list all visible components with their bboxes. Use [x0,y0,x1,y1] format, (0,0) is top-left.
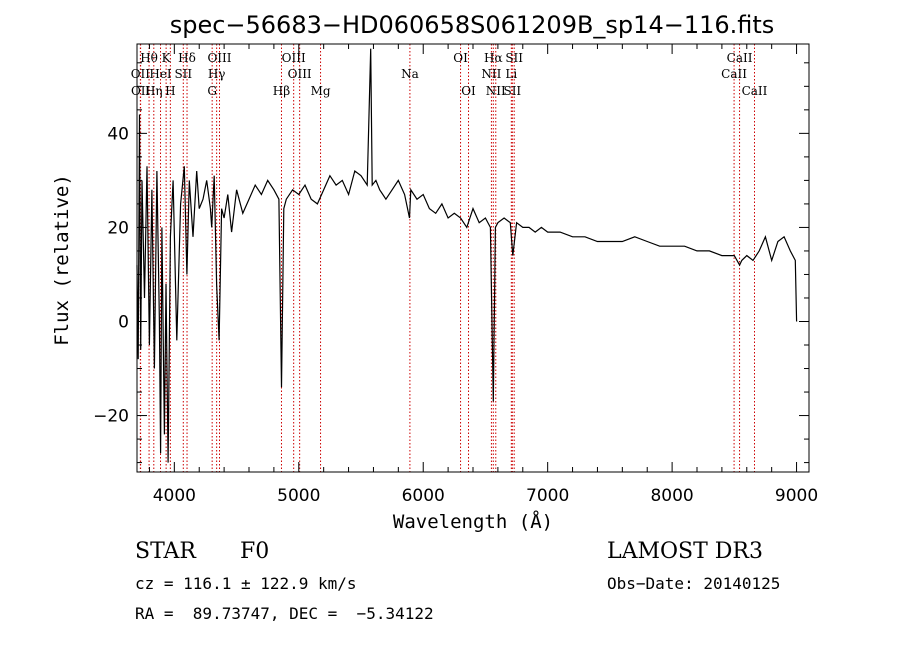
y-tick-label: −20 [93,407,129,427]
object-class: STAR [135,539,196,564]
line-label-lines_low-9: CaII [742,84,768,98]
x-axis-ticks: 4000 5000 6000 7000 8000 9000 [148,44,818,506]
line-label-lines_low-6: OI [461,84,476,98]
line-label-lines_top-7: SII [505,51,523,65]
spectral-line-markers [139,44,755,472]
sky-coordinates: RA = 89.73747, DEC = −5.34122 [135,604,434,623]
line-label-lines_low-2: H [165,84,175,98]
line-label-lines_low-4: Hβ [273,84,290,98]
x-tick-label: 7000 [526,486,569,506]
line-label-lines_mid-6: NII [481,67,501,81]
redshift-cz: cz = 116.1 ± 122.9 km/s [135,574,357,593]
line-label-lines_top-0: Hθ [140,51,158,65]
line-label-lines_low-7: NII [486,84,506,98]
observation-date: Obs−Date: 20140125 [607,574,781,593]
survey-name: LAMOST DR3 [607,539,763,564]
x-tick-label: 8000 [650,486,693,506]
x-axis-label: Wavelength (Å) [393,510,553,533]
line-label-lines_low-3: G [207,84,217,98]
spectrum-series-line [136,48,798,463]
line-label-lines_mid-7: Li [505,67,517,81]
line-label-lines_mid-5: Na [401,67,419,81]
line-label-lines_mid-0: OII [131,67,151,81]
y-axis-ticks: −20 0 20 40 [93,62,809,464]
line-label-lines_mid-4: OIII [288,67,312,81]
line-label-lines_top-2: Hδ [178,51,196,65]
line-label-lines_top-5: OI [453,51,468,65]
line-label-lines_mid-3: Hγ [208,67,226,81]
line-label-lines_low-8: SII [503,84,521,98]
line-label-lines_mid-1: HeI [149,67,172,81]
line-label-lines_low-5: Mg [311,84,331,98]
y-tick-label: 40 [107,124,129,144]
y-tick-label: 0 [118,312,129,332]
x-tick-label: 5000 [277,486,320,506]
line-label-lines_low-1: Hη [145,84,163,98]
line-label-lines_top-1: K [162,51,172,65]
y-axis-label: Flux (relative) [51,174,73,346]
x-tick-label: 9000 [775,486,818,506]
chart-title: spec−56683−HD060658S061209B_sp14−116.fit… [170,11,775,39]
line-label-lines_top-6: Hα [484,51,503,65]
plot-frame [136,43,810,473]
object-subclass: F0 [240,539,270,564]
line-label-lines_low-0: OII [131,84,151,98]
y-tick-label: 20 [107,218,129,238]
x-tick-label: 4000 [153,486,196,506]
line-label-lines_mid-8: CaII [721,67,747,81]
line-label-lines_top-3: OIII [207,51,231,65]
x-tick-label: 6000 [402,486,445,506]
line-label-lines_top-4: OIII [282,51,306,65]
line-label-lines_mid-2: SII [174,67,192,81]
line-label-lines_top-8: CaII [727,51,753,65]
